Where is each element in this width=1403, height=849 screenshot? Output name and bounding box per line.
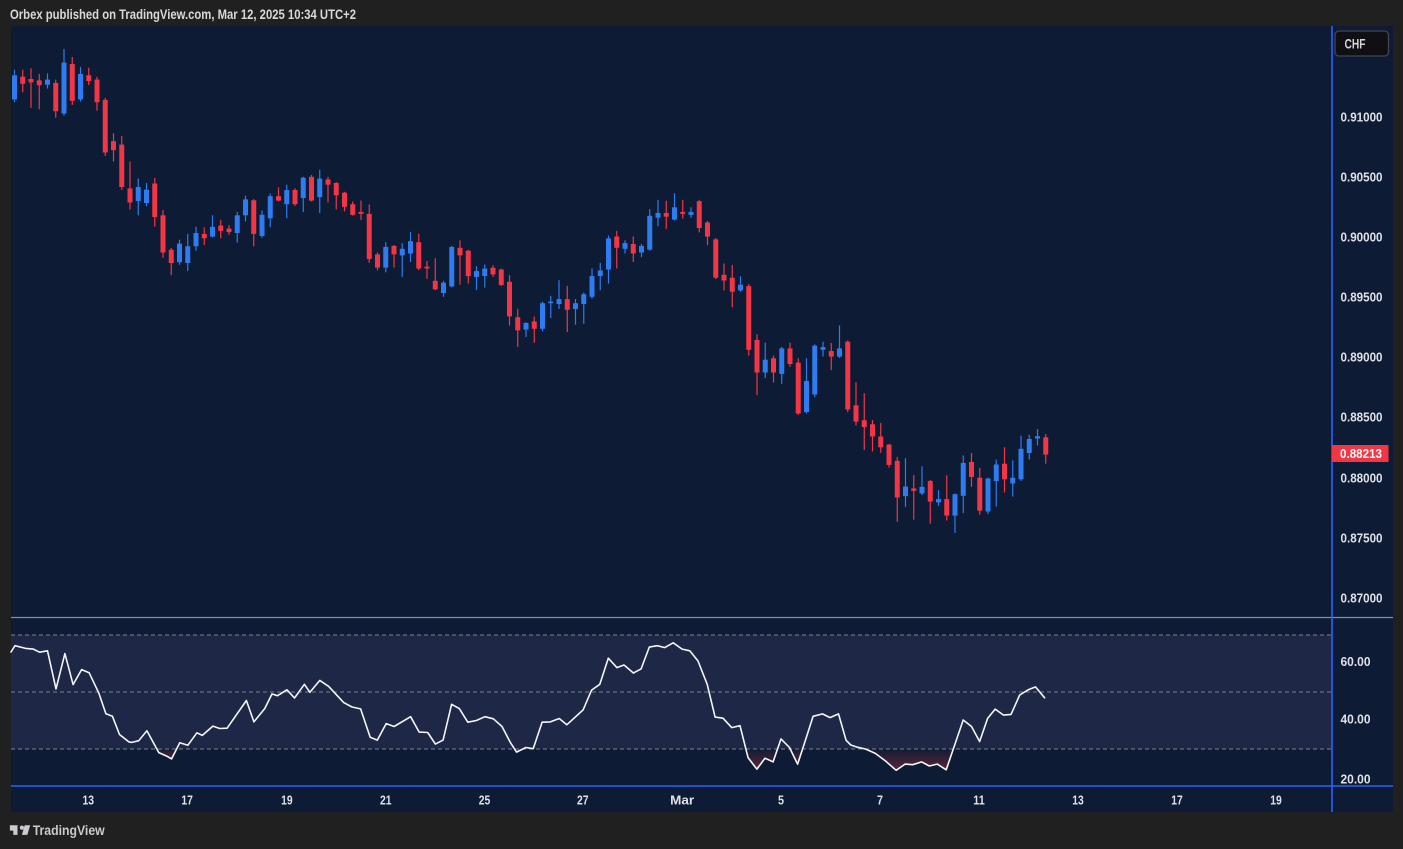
svg-text:21: 21 (380, 794, 392, 808)
svg-text:17: 17 (1171, 794, 1183, 808)
svg-text:TradingView: TradingView (33, 823, 105, 838)
svg-text:7: 7 (877, 794, 883, 808)
svg-text:13: 13 (1072, 794, 1084, 808)
svg-text:40.00: 40.00 (1341, 712, 1371, 726)
svg-text:60.00: 60.00 (1341, 655, 1371, 669)
svg-text:19: 19 (281, 794, 293, 808)
svg-text:CHF: CHF (1345, 36, 1366, 51)
svg-text:0.89500: 0.89500 (1341, 290, 1383, 304)
svg-text:11: 11 (973, 794, 985, 808)
svg-text:0.87000: 0.87000 (1341, 591, 1383, 605)
svg-text:25: 25 (479, 794, 491, 808)
svg-text:13: 13 (83, 794, 95, 808)
svg-text:19: 19 (1270, 794, 1282, 808)
svg-text:0.88000: 0.88000 (1341, 471, 1383, 485)
svg-text:0.87500: 0.87500 (1341, 531, 1383, 545)
svg-text:Mar: Mar (670, 794, 694, 808)
svg-text:20.00: 20.00 (1341, 772, 1371, 786)
svg-text:0.88213: 0.88213 (1340, 447, 1382, 461)
svg-text:27: 27 (577, 794, 589, 808)
svg-text:0.91000: 0.91000 (1341, 110, 1383, 124)
svg-text:0.90500: 0.90500 (1341, 170, 1383, 184)
svg-text:0.89000: 0.89000 (1341, 350, 1383, 364)
svg-text:Orbex published on TradingView: Orbex published on TradingView.com, Mar … (10, 7, 356, 22)
svg-text:5: 5 (778, 794, 784, 808)
svg-text:0.90000: 0.90000 (1341, 230, 1383, 244)
svg-text:0.88500: 0.88500 (1341, 410, 1383, 424)
svg-text:17: 17 (181, 794, 193, 808)
